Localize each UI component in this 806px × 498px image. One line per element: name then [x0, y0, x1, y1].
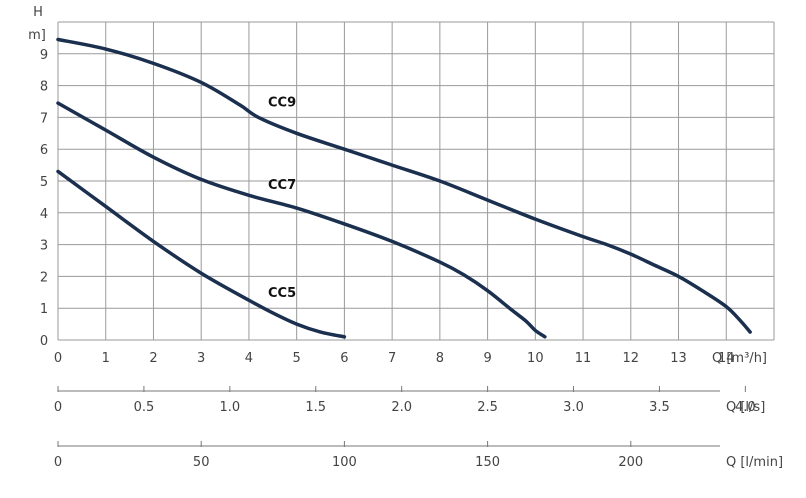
x-axis-m3h: 0 1 2 3 4 5 6 7 8 9 10 11 12 13 14Q [m³/h] — [54, 351, 767, 366]
y-axis-label: H — [33, 5, 43, 20]
x-tick-label-lmin: 0 — [54, 455, 62, 470]
x-tick-label-ls: 4.0 — [735, 400, 756, 415]
y-tick-label: 4 — [40, 207, 48, 222]
x-tick-label-lmin: 100 — [332, 455, 357, 470]
x-tick-label-ls: 2.5 — [477, 400, 498, 415]
y-axis: 0 1 2 3 4 5 6 7 8 9 Hm] — [28, 5, 48, 349]
x-tick-label-m3h: 1 — [102, 351, 110, 366]
y-tick-label: 6 — [40, 143, 48, 158]
x-axis-lmin: 0 50 100 150 200 Q [l/min] — [54, 441, 783, 470]
y-tick-label: 2 — [40, 270, 48, 285]
x-tick-label-m3h: 7 — [388, 351, 396, 366]
x-tick-label-ls: 1.0 — [219, 400, 240, 415]
x-axis-label-lmin: Q [l/min] — [726, 455, 783, 470]
curve-label-cc5: CC5 — [268, 286, 296, 301]
x-tick-label-m3h: 12 — [623, 351, 640, 366]
x-tick-label-lmin: 200 — [618, 455, 643, 470]
x-tick-label-ls: 0.5 — [134, 400, 155, 415]
x-tick-label-ls: 3.0 — [563, 400, 584, 415]
curve-labels: CC9 CC7 CC5 — [268, 95, 296, 301]
x-tick-label-m3h: 13 — [670, 351, 687, 366]
x-tick-label-m3h: 3 — [197, 351, 205, 366]
y-tick-label: 7 — [40, 111, 48, 126]
y-tick-label: 0 — [40, 334, 48, 349]
x-tick-label-m3h: 4 — [245, 351, 253, 366]
x-tick-label-ls: 0 — [54, 400, 62, 415]
x-tick-label-ls: 1.5 — [305, 400, 326, 415]
y-tick-label: 9 — [40, 48, 48, 63]
x-tick-label-ls: 3.5 — [649, 400, 670, 415]
curve-label-cc7: CC7 — [268, 178, 296, 193]
x-tick-label-m3h: 2 — [149, 351, 157, 366]
x-tick-label-m3h: 9 — [483, 351, 491, 366]
curve-label-cc9: CC9 — [268, 95, 296, 110]
y-tick-label: 5 — [40, 175, 48, 190]
y-axis-unit: m] — [28, 28, 46, 43]
y-tick-label: 3 — [40, 239, 48, 254]
y-tick-label: 1 — [40, 302, 48, 317]
x-tick-label-m3h: 8 — [436, 351, 444, 366]
x-axis-label-m3h: Q [m³/h] — [712, 351, 767, 366]
x-tick-label-lmin: 150 — [475, 455, 500, 470]
x-tick-label-m3h: 6 — [340, 351, 348, 366]
x-tick-label-m3h: 14 — [718, 351, 735, 366]
x-tick-label-ls: 2.0 — [391, 400, 412, 415]
x-tick-label-m3h: 5 — [293, 351, 301, 366]
x-axis-label-ls: Q [l/s] — [726, 400, 765, 415]
x-axis-ls: 0 0.5 1.0 1.5 2.0 2.5 3.0 3.5 4.0Q [l/s] — [54, 386, 765, 415]
curve-cc9 — [56, 37, 752, 334]
x-tick-label-m3h: 11 — [575, 351, 592, 366]
x-tick-label-lmin: 50 — [193, 455, 210, 470]
curves — [56, 37, 752, 339]
x-tick-label-m3h: 0 — [54, 351, 62, 366]
curve-cc7 — [56, 101, 547, 339]
plot-grid — [57, 21, 775, 341]
y-tick-label: 8 — [40, 80, 48, 95]
x-tick-label-m3h: 10 — [527, 351, 544, 366]
curve-cc5 — [56, 169, 347, 339]
